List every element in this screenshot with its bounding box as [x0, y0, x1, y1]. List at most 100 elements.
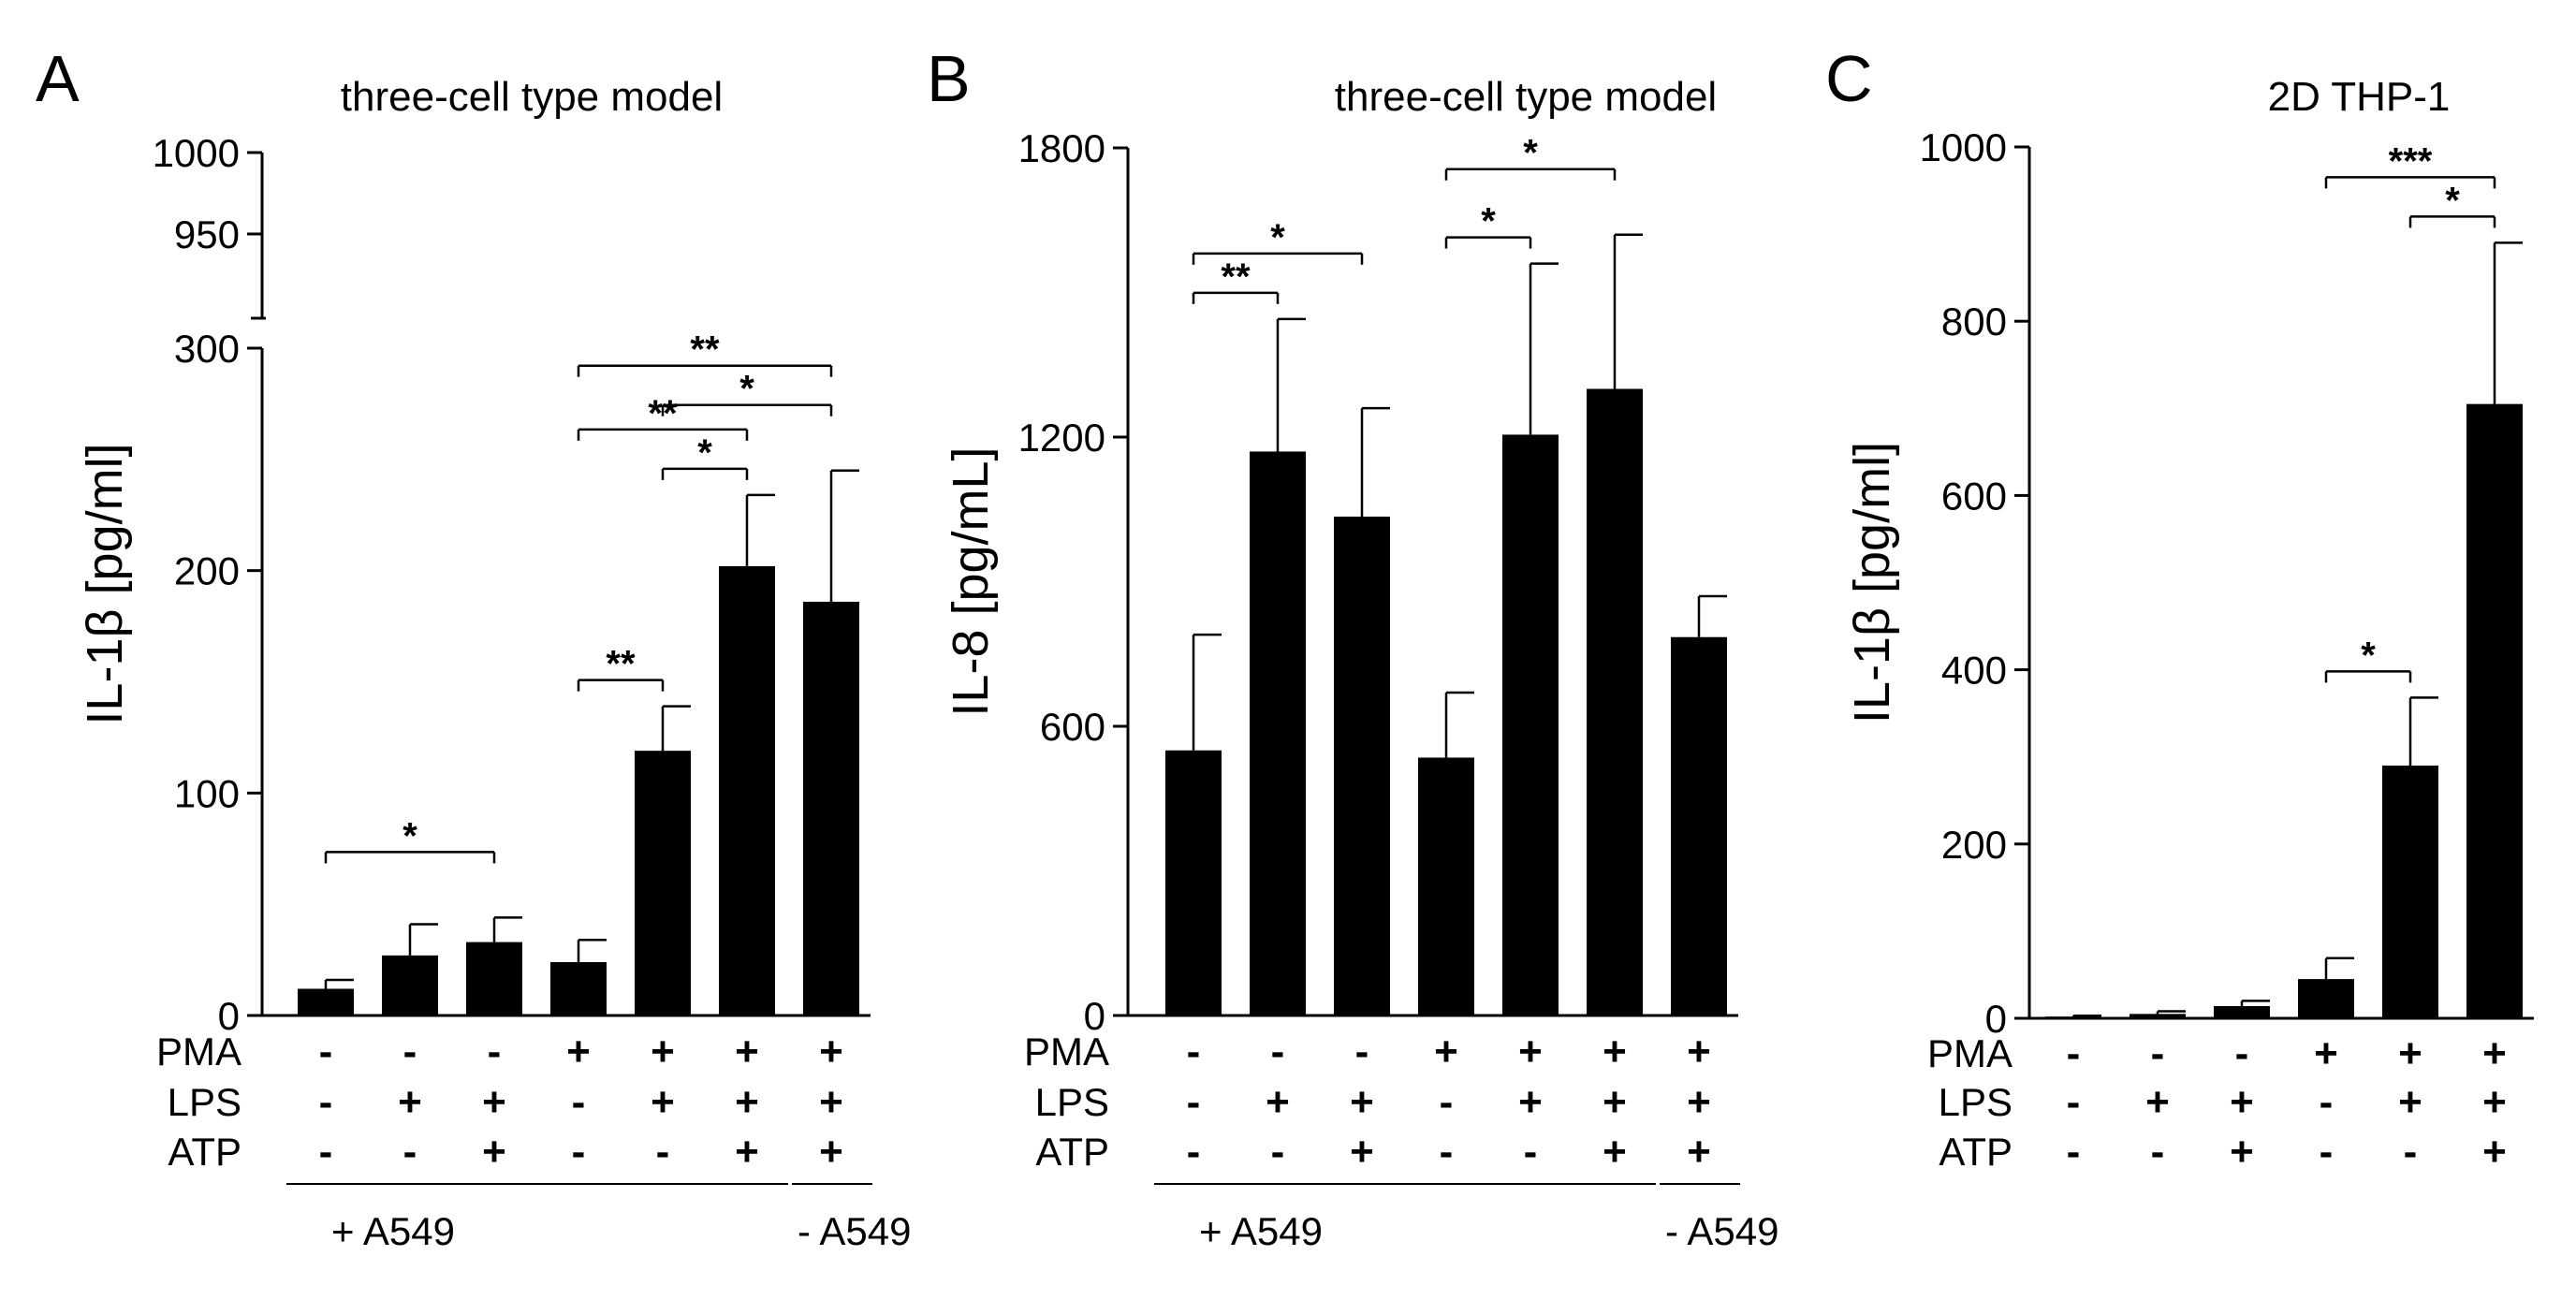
significance-bracket: * — [661, 432, 749, 480]
y-tick-label: 600 — [1941, 474, 2007, 518]
treatment-symbol: + — [735, 1129, 759, 1175]
treatment-symbol: + — [1687, 1129, 1711, 1175]
y-axis-label: IL-1β [pg/ml] — [1844, 442, 1900, 723]
treatment-symbol: - — [1187, 1079, 1201, 1125]
bar — [550, 961, 607, 1015]
bar — [1587, 388, 1643, 1015]
group-label: - A549 — [1665, 1209, 1778, 1253]
significance-bracket: ** — [1192, 256, 1280, 304]
significance-stars: ** — [1221, 256, 1251, 298]
bar — [1502, 434, 1559, 1015]
panel-letter: B — [927, 42, 971, 115]
treatment-symbol: + — [1687, 1029, 1711, 1074]
treatment-symbol: + — [1518, 1029, 1543, 1074]
row-label-lps: LPS — [168, 1080, 242, 1124]
row-label-atp: ATP — [1035, 1130, 1109, 1174]
significance-stars: * — [697, 432, 712, 474]
treatment-symbol: + — [735, 1029, 759, 1074]
significance-stars: * — [402, 815, 417, 856]
y-tick-label: 400 — [1941, 649, 2007, 693]
significance-bracket: ** — [577, 644, 665, 692]
treatment-symbol: + — [2314, 1030, 2338, 1076]
treatment-symbol: + — [2398, 1030, 2422, 1076]
treatment-symbol: + — [1603, 1079, 1627, 1125]
treatment-symbol: + — [819, 1129, 843, 1175]
y-axis-label: IL-8 [pg/mL] — [943, 446, 999, 716]
treatment-symbol: - — [2320, 1129, 2334, 1175]
significance-bracket: * — [1444, 133, 1617, 181]
y-axis-label: IL-1β [pg/ml] — [77, 443, 133, 724]
treatment-symbol: + — [566, 1029, 591, 1074]
treatment-symbol: + — [1518, 1079, 1543, 1125]
row-label-atp: ATP — [1939, 1130, 2012, 1174]
treatment-symbol: - — [488, 1029, 502, 1074]
treatment-symbol: - — [1524, 1129, 1538, 1175]
significance-bracket: * — [2408, 180, 2496, 228]
significance-bracket: ** — [577, 329, 833, 377]
treatment-symbol: - — [1440, 1079, 1454, 1125]
bar — [2214, 1005, 2270, 1018]
bar — [803, 601, 859, 1015]
treatment-symbol: + — [1603, 1029, 1627, 1074]
significance-bracket: ** — [577, 393, 749, 441]
significance-bracket: * — [1444, 201, 1532, 249]
treatment-symbol: - — [1187, 1129, 1201, 1175]
treatment-symbol: - — [2151, 1030, 2165, 1076]
treatment-symbol: - — [572, 1129, 586, 1175]
treatment-symbol: - — [656, 1129, 670, 1175]
group-label: - A549 — [798, 1209, 911, 1253]
significance-stars: *** — [2389, 140, 2433, 182]
bar — [1165, 750, 1222, 1015]
treatment-symbol: + — [819, 1079, 843, 1125]
y-tick-label: 200 — [1941, 823, 2007, 867]
treatment-symbol: + — [1350, 1079, 1374, 1125]
treatment-symbol: - — [2320, 1079, 2334, 1125]
significance-stars: * — [1270, 217, 1285, 258]
group-label: + A549 — [1199, 1209, 1323, 1253]
bar — [1418, 757, 1474, 1015]
panel-letter: A — [36, 42, 80, 115]
y-tick-label: 300 — [174, 327, 240, 371]
panel-title: 2D THP-1 — [2268, 74, 2451, 120]
treatment-symbol: + — [651, 1079, 675, 1125]
significance-stars: * — [1481, 201, 1496, 242]
treatment-symbol: - — [2067, 1030, 2081, 1076]
treatment-symbol: + — [2145, 1079, 2170, 1125]
bar — [1250, 451, 1306, 1015]
treatment-symbol: - — [403, 1129, 417, 1175]
y-tick-label: 600 — [1040, 705, 1105, 749]
treatment-symbol: + — [482, 1079, 506, 1125]
treatment-symbol: - — [319, 1129, 333, 1175]
treatment-symbol: + — [482, 1129, 506, 1175]
y-tick-label: 0 — [1985, 997, 2007, 1041]
y-tick-label: 200 — [174, 549, 240, 593]
treatment-symbol: - — [2067, 1079, 2081, 1125]
treatment-symbol: - — [403, 1029, 417, 1074]
treatment-symbol: + — [2482, 1030, 2507, 1076]
y-tick-label: 1000 — [153, 131, 240, 175]
treatment-symbol: + — [1603, 1129, 1627, 1175]
treatment-symbol: + — [819, 1029, 843, 1074]
treatment-symbol: + — [1350, 1129, 1374, 1175]
treatment-symbol: + — [2230, 1129, 2254, 1175]
panel-letter: C — [1825, 42, 1873, 115]
significance-stars: * — [2361, 635, 2376, 676]
significance-bracket: * — [2324, 635, 2412, 683]
treatment-symbol: - — [2235, 1030, 2249, 1076]
treatment-symbol: - — [2151, 1129, 2165, 1175]
bar — [1671, 636, 1727, 1015]
row-label-pma: PMA — [156, 1030, 242, 1074]
y-tick-label: 1800 — [1018, 126, 1105, 170]
treatment-symbol: - — [1440, 1129, 1454, 1175]
bar — [466, 942, 522, 1015]
treatment-symbol: - — [1271, 1029, 1285, 1074]
significance-bracket: *** — [2324, 140, 2496, 189]
panel-title: three-cell type model — [1335, 74, 1717, 120]
group-label: + A549 — [331, 1209, 455, 1253]
treatment-symbol: + — [2482, 1079, 2507, 1125]
treatment-symbol: - — [572, 1079, 586, 1125]
treatment-symbol: + — [1434, 1029, 1458, 1074]
treatment-symbol: + — [1266, 1079, 1290, 1125]
